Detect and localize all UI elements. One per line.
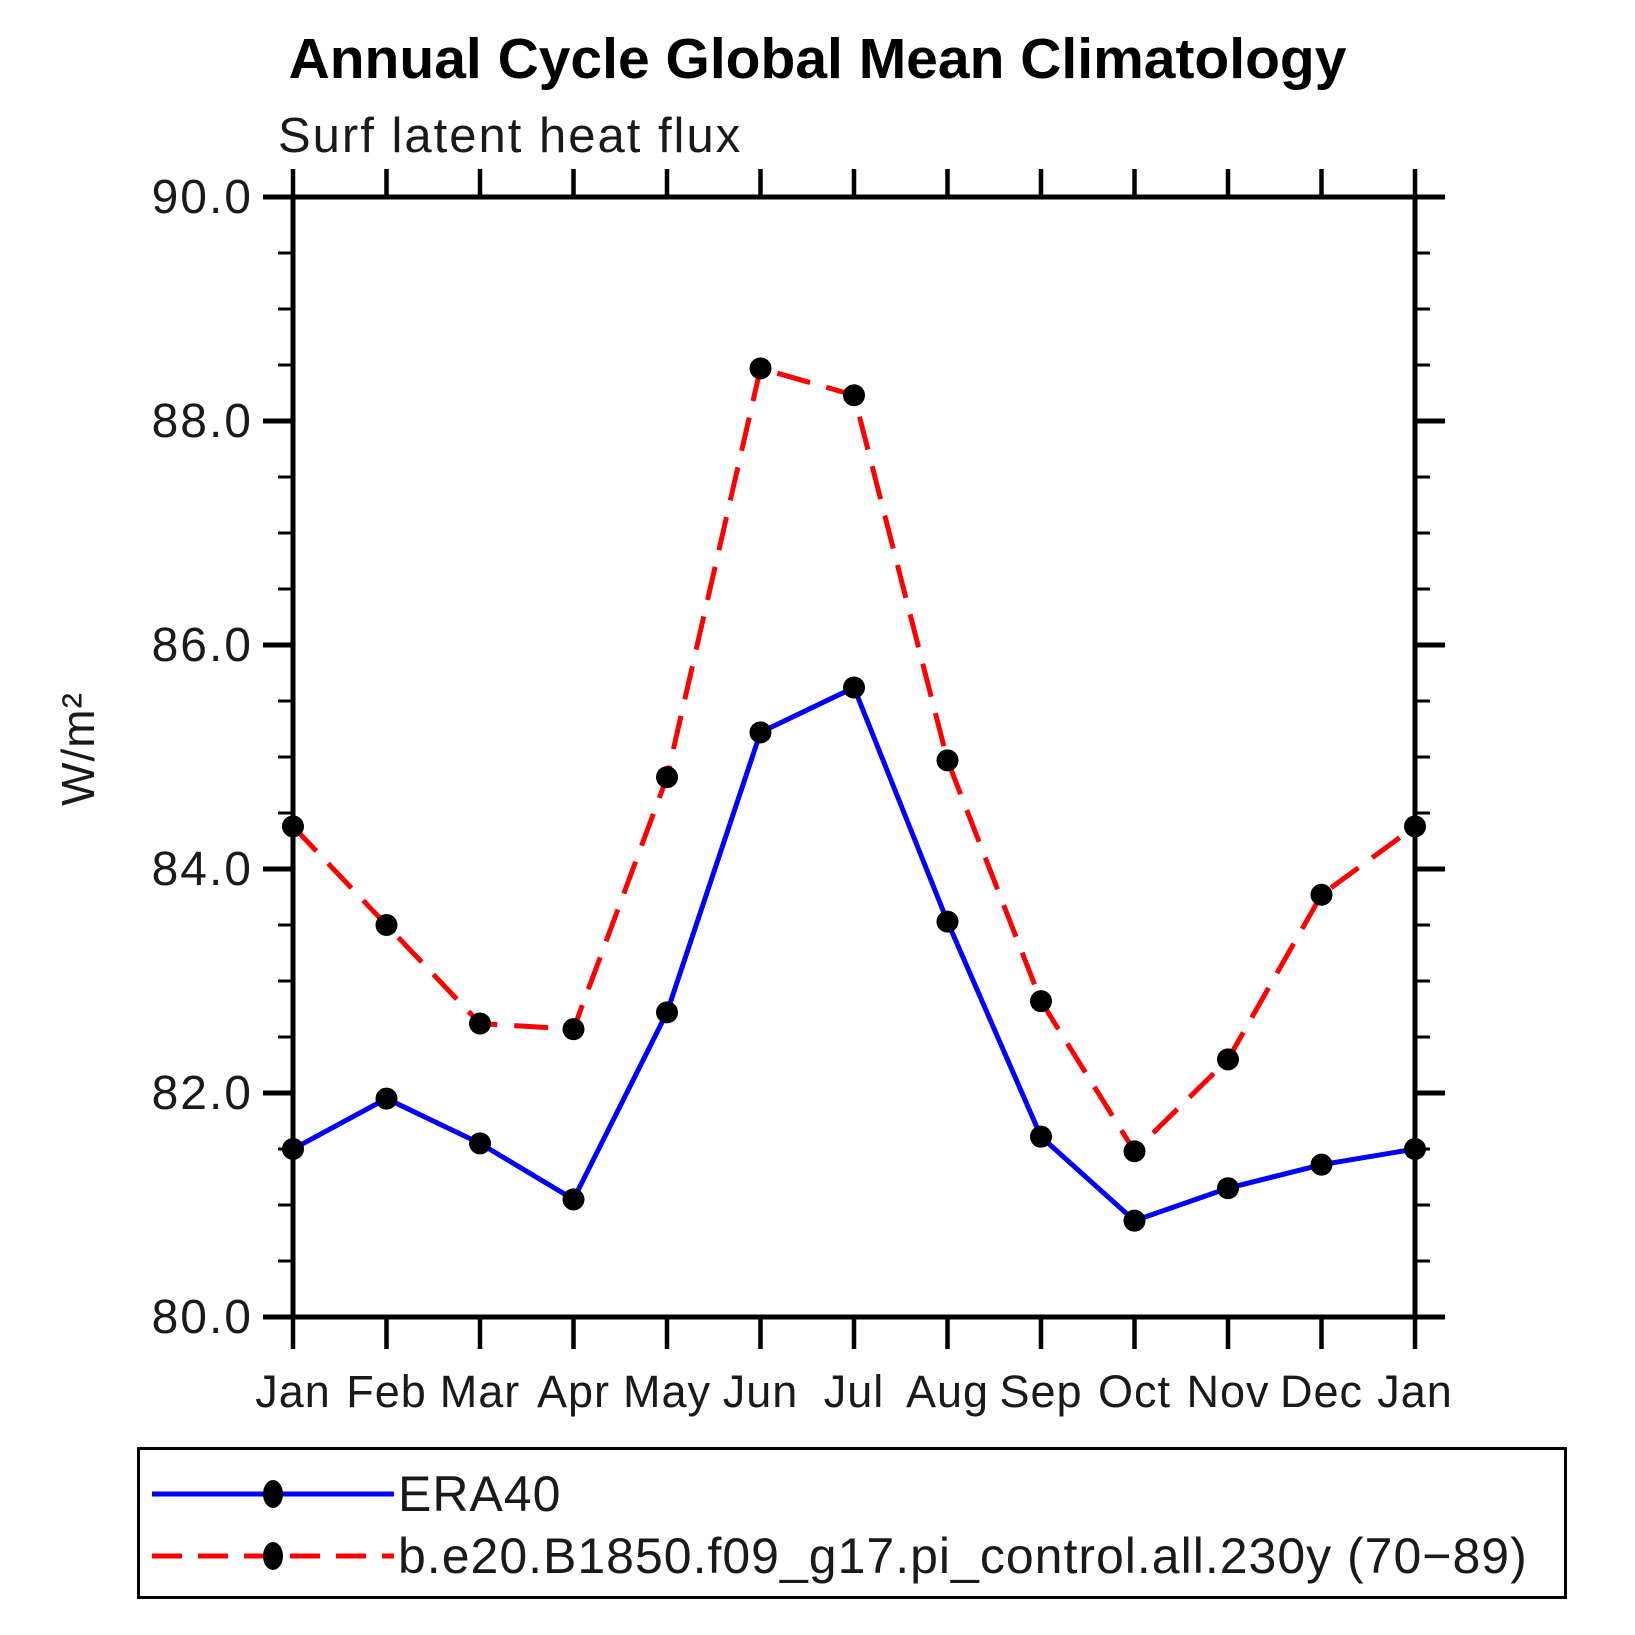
data-point-marker xyxy=(1030,990,1052,1013)
x-tick-label: Jan xyxy=(255,1366,331,1417)
data-point-marker xyxy=(1310,1153,1333,1176)
data-point-marker xyxy=(1404,1138,1426,1160)
data-point-marker xyxy=(282,815,304,838)
y-tick-label: 82.0 xyxy=(152,1067,253,1120)
data-point-marker xyxy=(1030,1125,1052,1148)
series-line-era40 xyxy=(291,684,1416,1224)
legend-item-era40: ERA40 xyxy=(148,1464,561,1524)
data-point-marker xyxy=(936,910,959,933)
x-tick-label: Jul xyxy=(824,1366,885,1417)
data-point-marker xyxy=(469,1132,491,1155)
legend-label: b.e20.B1850.f09_g17.pi_control.all.230y … xyxy=(398,1528,1528,1584)
data-point-marker xyxy=(749,721,772,744)
x-tick-label: Mar xyxy=(440,1366,521,1417)
x-tick-label: Feb xyxy=(346,1366,427,1417)
data-point-marker xyxy=(562,1018,585,1041)
chart-title: Annual Cycle Global Mean Climatology xyxy=(288,27,1347,91)
legend-item-model: b.e20.B1850.f09_g17.pi_control.all.230y … xyxy=(148,1526,1528,1586)
y-tick-label: 90.0 xyxy=(152,171,253,224)
data-point-marker xyxy=(656,1001,678,1024)
y-tick-label: 86.0 xyxy=(152,619,253,672)
legend-box: ERA40 b.e20.B1850.f09_g17.pi_control.all… xyxy=(137,1447,1567,1599)
plot-frame xyxy=(290,194,1418,1320)
data-point-marker xyxy=(1217,1177,1239,1200)
data-point-marker xyxy=(843,384,865,407)
data-point-marker xyxy=(282,1138,304,1160)
chart-subtitle: Surf latent heat flux xyxy=(278,109,743,163)
data-point-marker xyxy=(469,1012,491,1035)
legend-label: ERA40 xyxy=(398,1466,562,1522)
x-tick-label: Jun xyxy=(723,1366,799,1417)
data-point-marker xyxy=(562,1188,585,1211)
data-point-marker xyxy=(843,676,865,699)
data-point-marker xyxy=(936,749,959,772)
y-tick-label: 88.0 xyxy=(152,395,253,448)
data-point-marker xyxy=(1310,883,1333,906)
data-point-marker xyxy=(1404,815,1426,838)
y-tick-label: 80.0 xyxy=(152,1291,253,1344)
data-point-marker xyxy=(375,914,398,936)
data-point-marker xyxy=(656,766,678,789)
x-tick-label: Apr xyxy=(537,1366,610,1417)
data-point-marker xyxy=(1217,1048,1239,1071)
x-tick-label: Nov xyxy=(1186,1366,1269,1417)
data-point-marker xyxy=(375,1087,398,1110)
data-point-marker xyxy=(749,357,772,380)
x-tick-label: Jan xyxy=(1377,1366,1453,1417)
x-tick-label: May xyxy=(623,1366,711,1417)
data-point-marker xyxy=(1123,1140,1146,1163)
series-line-model xyxy=(291,365,1417,1156)
y-tick-label: 84.0 xyxy=(152,843,253,896)
x-tick-label: Dec xyxy=(1280,1366,1363,1417)
x-tick-label: Oct xyxy=(1098,1366,1171,1417)
data-point-marker xyxy=(1123,1209,1146,1232)
legend-sample-dashed-line xyxy=(152,1542,394,1570)
x-tick-label: Aug xyxy=(906,1366,989,1417)
legend-sample-solid-line xyxy=(152,1480,394,1508)
x-tick-label: Sep xyxy=(999,1366,1082,1417)
